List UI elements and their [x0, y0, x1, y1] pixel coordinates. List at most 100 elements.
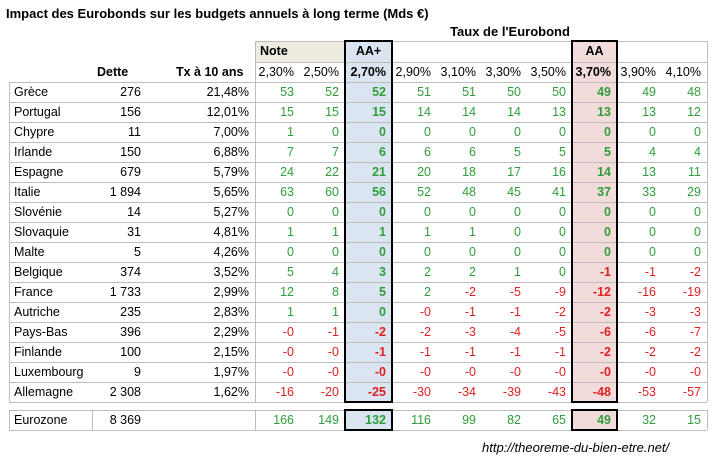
- total-impact-value: 65: [552, 413, 566, 427]
- impact-value: -2: [419, 325, 431, 339]
- debt-value: 1 894: [109, 185, 141, 199]
- impact-value: 1: [379, 225, 386, 239]
- country-name: Pays-Bas: [14, 325, 68, 339]
- debt-value: 150: [120, 145, 141, 159]
- row-gridline: [9, 262, 707, 263]
- impact-value: -0: [464, 365, 476, 379]
- total-column-gridline: [9, 410, 10, 430]
- impact-value: 0: [332, 125, 339, 139]
- impact-value: 7: [287, 145, 294, 159]
- impact-value: -1: [374, 345, 386, 359]
- impact-value: 5: [287, 265, 294, 279]
- column-gridline: [9, 82, 10, 402]
- rate-10y-value: 7,00%: [213, 125, 249, 139]
- impact-value: 0: [514, 205, 521, 219]
- impact-value: 5: [559, 145, 566, 159]
- col-header-rate: 2,30%: [258, 65, 294, 79]
- impact-value: 12: [687, 105, 701, 119]
- impact-value: 14: [507, 105, 521, 119]
- rate-10y-value: 2,83%: [213, 305, 249, 319]
- impact-value: 11: [688, 165, 701, 179]
- rate-10y-value: 12,01%: [206, 105, 249, 119]
- impact-value: 20: [417, 165, 431, 179]
- impact-value: 0: [379, 245, 386, 259]
- country-name: Malte: [14, 245, 45, 259]
- total-column-gridline: [707, 410, 708, 430]
- rate-10y-value: 2,99%: [213, 285, 249, 299]
- country-name: Chypre: [14, 125, 55, 139]
- debt-value: 31: [127, 225, 141, 239]
- impact-value: 45: [507, 185, 521, 199]
- impact-value: -3: [464, 325, 476, 339]
- impact-value: 0: [604, 205, 611, 219]
- column-gridline: [255, 41, 256, 402]
- impact-value: 13: [597, 105, 611, 119]
- group-label-aaplus: AA+: [355, 44, 382, 58]
- impact-value: -0: [599, 365, 611, 379]
- debt-value: 156: [120, 105, 141, 119]
- impact-value: 0: [559, 245, 566, 259]
- impact-value: 60: [325, 185, 339, 199]
- total-impact-value: 32: [642, 413, 656, 427]
- impact-value: 56: [372, 185, 386, 199]
- impact-value: -1: [419, 345, 431, 359]
- impact-value: -1: [509, 305, 521, 319]
- impact-value: 50: [552, 85, 566, 99]
- impact-value: -6: [644, 325, 656, 339]
- total-impact-value: 99: [462, 413, 476, 427]
- impact-value: -0: [644, 365, 656, 379]
- impact-value: -7: [689, 325, 701, 339]
- impact-value: 0: [424, 205, 431, 219]
- impact-value: 2: [469, 265, 476, 279]
- impact-value: 1: [287, 125, 294, 139]
- country-name: Grèce: [14, 85, 49, 99]
- total-impact-value: 82: [507, 413, 521, 427]
- impact-value: -5: [554, 325, 566, 339]
- impact-value: 63: [280, 185, 294, 199]
- impact-value: 41: [552, 185, 566, 199]
- impact-value: -1: [554, 345, 566, 359]
- impact-value: -48: [592, 385, 611, 399]
- impact-value: 50: [507, 85, 521, 99]
- impact-value: -16: [637, 285, 656, 299]
- impact-value: 5: [379, 285, 386, 299]
- column-gridline: [707, 41, 708, 402]
- total-impact-value: 166: [273, 413, 294, 427]
- impact-value: -3: [689, 305, 701, 319]
- country-name: Autriche: [14, 305, 60, 319]
- impact-value: 13: [642, 165, 656, 179]
- impact-value: 0: [559, 265, 566, 279]
- impact-value: 0: [287, 205, 294, 219]
- country-name: Allemagne: [14, 385, 74, 399]
- row-gridline: [9, 142, 707, 143]
- impact-value: 5: [514, 145, 521, 159]
- rate-10y-value: 5,27%: [213, 205, 249, 219]
- col-header-rate: 4,10%: [665, 65, 701, 79]
- row-gridline: [9, 242, 707, 243]
- rate-10y-value: 21,48%: [206, 85, 249, 99]
- debt-value: 1 733: [109, 285, 141, 299]
- impact-value: -57: [682, 385, 701, 399]
- aaplus-total-bg: [345, 410, 392, 430]
- row-gridline: [9, 362, 707, 363]
- country-name: Belgique: [14, 265, 63, 279]
- impact-value: 49: [597, 85, 611, 99]
- impact-value: -0: [282, 365, 294, 379]
- row-gridline: [9, 302, 707, 303]
- aa-total-bg: [572, 410, 617, 430]
- impact-value: -30: [412, 385, 431, 399]
- rate-10y-value: 4,81%: [213, 225, 249, 239]
- impact-value: -39: [502, 385, 521, 399]
- aa-column-bg: [572, 41, 617, 402]
- col-header-rate: 3,90%: [620, 65, 656, 79]
- impact-value: 4: [649, 145, 656, 159]
- impact-value: -2: [689, 265, 701, 279]
- impact-value: 6: [469, 145, 476, 159]
- impact-value: -2: [464, 285, 476, 299]
- rate-10y-value: 4,26%: [213, 245, 249, 259]
- aaplus-total-box: [344, 409, 393, 431]
- impact-value: 0: [332, 205, 339, 219]
- impact-value: 0: [287, 245, 294, 259]
- impact-value: -0: [282, 345, 294, 359]
